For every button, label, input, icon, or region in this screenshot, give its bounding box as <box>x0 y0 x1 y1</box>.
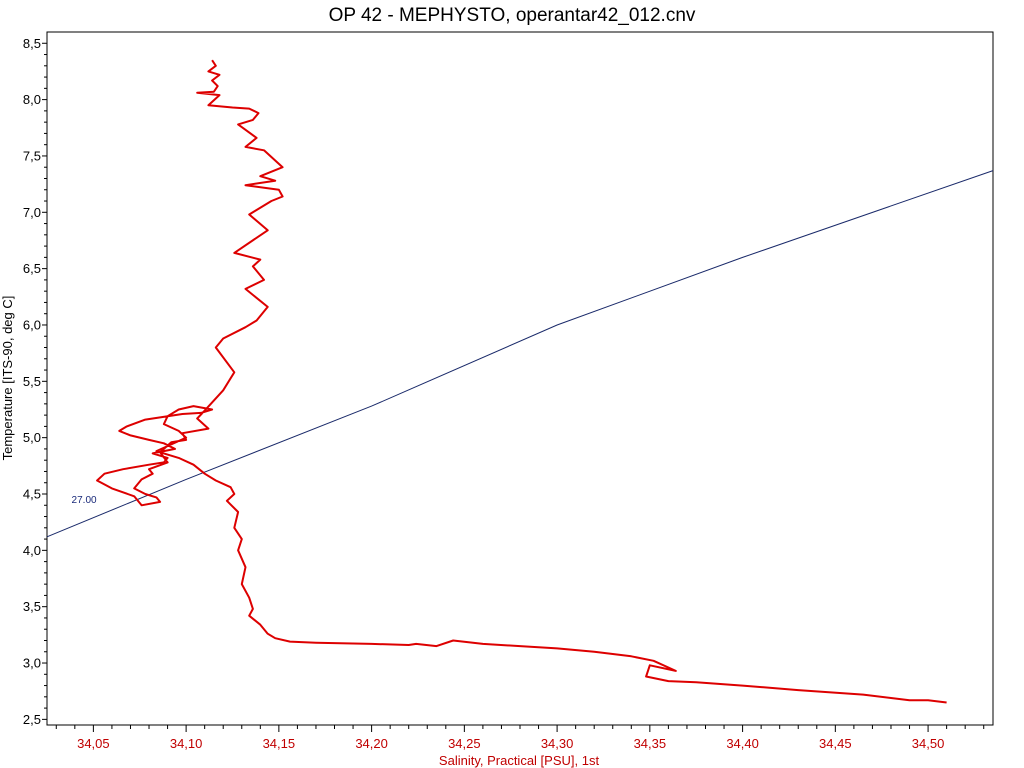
x-tick-label: 34,45 <box>819 736 852 751</box>
density-contours: 27.00 <box>47 171 993 537</box>
y-tick-label: 3,5 <box>23 599 41 614</box>
y-axis-ticks: 2,5 3,0 3,5 4,0 4,5 5,0 5,5 6,0 6,5 7,0 7,5 8,0 8,5 <box>23 36 47 727</box>
x-tick-label: 34,05 <box>77 736 110 751</box>
x-tick-label: 34,40 <box>726 736 759 751</box>
y-tick-label: 2,5 <box>23 712 41 727</box>
plot-frame <box>47 32 993 725</box>
x-tick-label: 34,50 <box>912 736 945 751</box>
y-tick-label: 4,0 <box>23 543 41 558</box>
x-axis-ticks: 34,05 34,10 34,15 34,20 34,25 34,30 34,35 34,40… <box>56 725 983 751</box>
chart-title: OP 42 - MEPHYSTO, operantar42_012.cnv <box>329 5 696 26</box>
y-tick-label: 5,5 <box>23 374 41 389</box>
y-tick-label: 3,0 <box>23 656 41 671</box>
x-tick-label: 34,35 <box>634 736 667 751</box>
x-tick-label: 34,15 <box>263 736 296 751</box>
y-axis-label: Temperature [ITS-90, deg C] <box>0 296 15 461</box>
y-tick-label: 6,5 <box>23 261 41 276</box>
y-tick-label: 8,0 <box>23 92 41 107</box>
y-tick-label: 7,0 <box>23 205 41 220</box>
x-tick-label: 34,30 <box>541 736 574 751</box>
x-axis-label: Salinity, Practical [PSU], 1st <box>439 753 600 768</box>
y-tick-label: 7,5 <box>23 148 41 163</box>
y-tick-label: 8,5 <box>23 36 41 51</box>
y-tick-label: 4,5 <box>23 487 41 502</box>
profile-line <box>97 60 947 702</box>
density-contour-line <box>47 171 993 537</box>
x-tick-label: 34,20 <box>355 736 388 751</box>
profile-series <box>97 60 947 702</box>
y-tick-label: 5,0 <box>23 430 41 445</box>
x-tick-label: 34,10 <box>170 736 203 751</box>
x-tick-label: 34,25 <box>448 736 481 751</box>
contour-label: 27.00 <box>72 495 97 506</box>
y-tick-label: 6,0 <box>23 317 41 332</box>
